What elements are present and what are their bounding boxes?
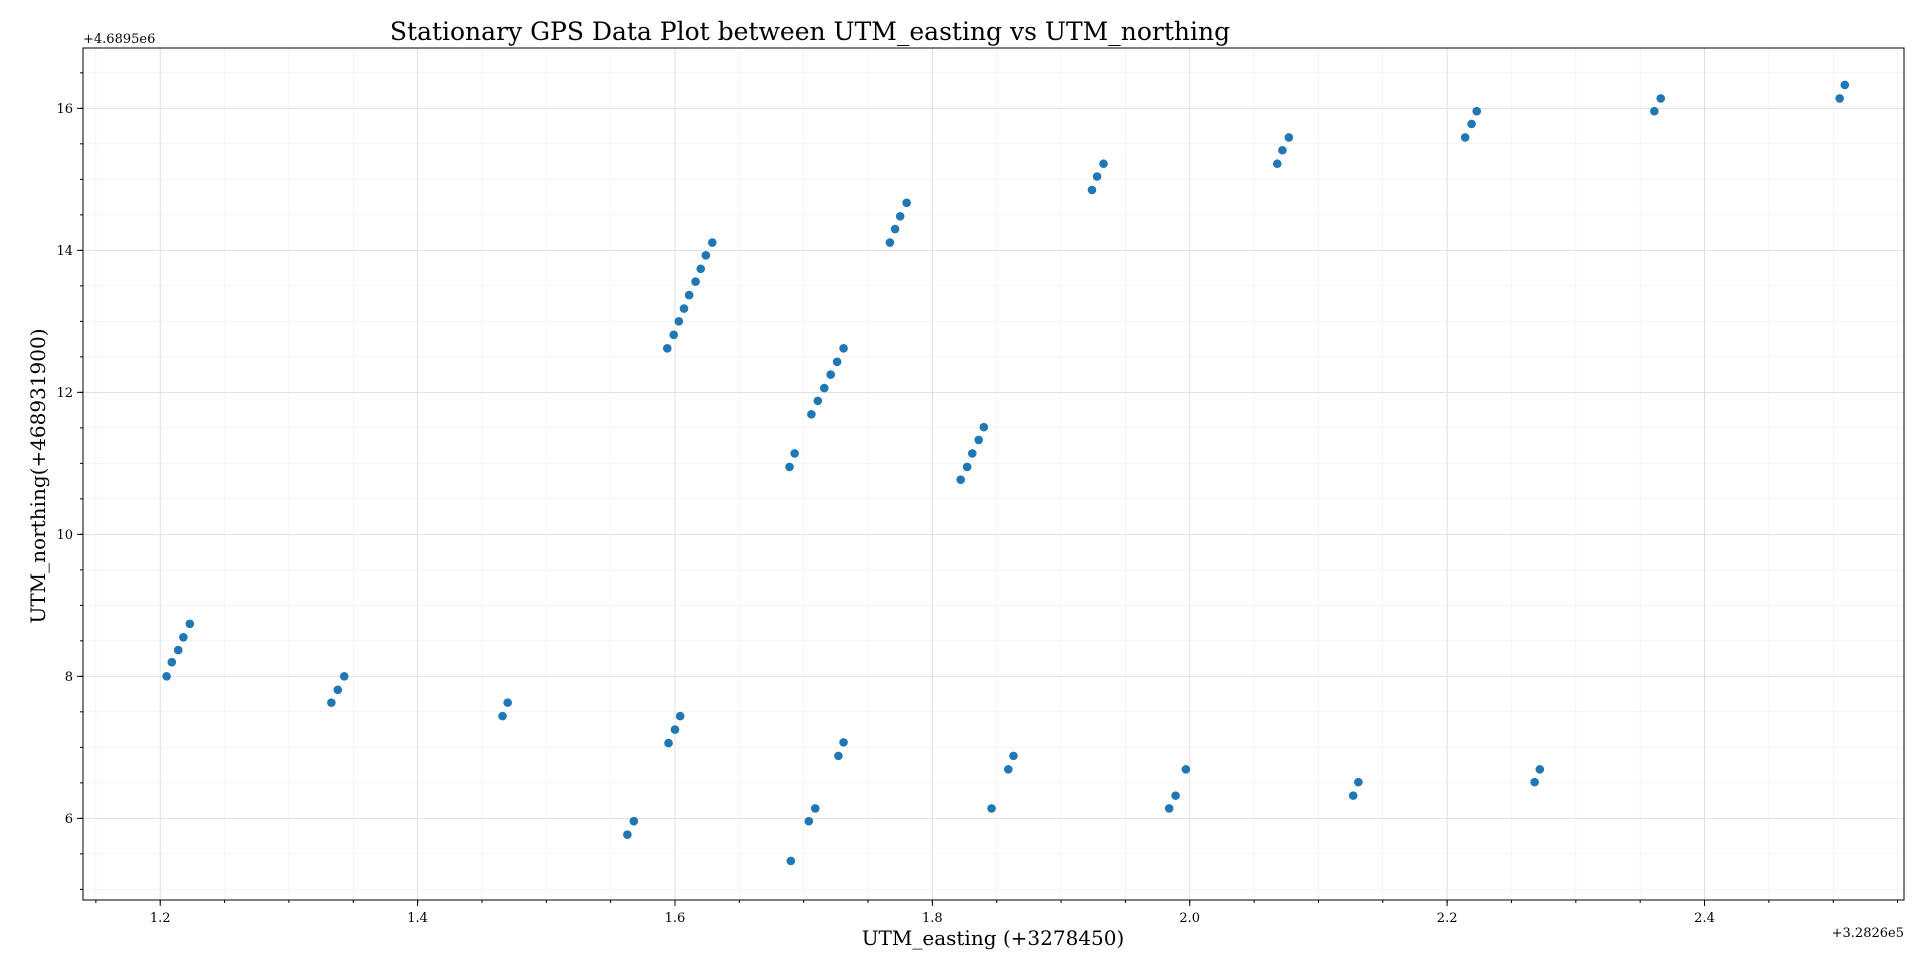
- x-tick-label: 2.0: [1179, 911, 1200, 926]
- y-tick-label: 8: [65, 670, 73, 685]
- y-offset-label: +4.6895e6: [83, 32, 155, 47]
- data-point: [670, 725, 680, 734]
- y-tick-label: 6: [65, 812, 73, 827]
- data-point: [819, 383, 829, 393]
- chart-title: Stationary GPS Data Plot between UTM_eas…: [390, 17, 1230, 46]
- data-point: [179, 633, 188, 642]
- data-point: [885, 238, 895, 247]
- data-point: [167, 657, 177, 667]
- data-point: [1272, 159, 1282, 169]
- data-point: [1354, 777, 1363, 787]
- x-tick-label: 1.6: [665, 911, 686, 926]
- data-point: [1472, 106, 1482, 116]
- data-point: [679, 304, 689, 313]
- data-point: [813, 396, 823, 406]
- data-point: [807, 410, 816, 419]
- data-point: [339, 672, 349, 681]
- data-point: [834, 751, 843, 761]
- data-point: [498, 711, 507, 721]
- grid: [83, 48, 1904, 900]
- data-point: [1535, 765, 1545, 774]
- y-tick-label: 14: [56, 244, 73, 259]
- x-axis-label: UTM_easting (+3278450): [862, 926, 1125, 950]
- data-point: [669, 330, 678, 340]
- data-point: [1835, 94, 1844, 103]
- data-point: [173, 645, 183, 655]
- x-offset-label: +3.2826e5: [1832, 926, 1904, 941]
- data-point: [1656, 94, 1666, 103]
- data-point: [839, 738, 848, 747]
- data-point: [1092, 172, 1102, 181]
- data-point: [1003, 765, 1013, 774]
- x-tick-label: 1.2: [150, 911, 171, 926]
- data-point: [1171, 791, 1180, 800]
- y-tick-label: 16: [56, 102, 73, 117]
- data-point: [1840, 80, 1850, 90]
- data-point: [839, 344, 848, 353]
- data-points: [162, 80, 1850, 866]
- data-point: [1164, 804, 1174, 813]
- data-point: [890, 224, 900, 234]
- data-point: [979, 422, 989, 432]
- data-point: [810, 804, 820, 813]
- plot-frame: [82, 47, 1905, 901]
- data-point: [629, 816, 639, 826]
- data-point: [786, 856, 796, 866]
- data-point: [804, 816, 814, 826]
- data-point: [1650, 106, 1659, 116]
- data-point: [1181, 765, 1191, 774]
- data-point: [1087, 185, 1097, 195]
- data-point: [974, 435, 984, 445]
- data-point: [895, 211, 905, 221]
- data-point: [956, 475, 965, 484]
- data-point: [701, 251, 711, 260]
- data-point: [691, 277, 700, 286]
- data-point: [696, 264, 706, 274]
- data-point: [967, 449, 977, 458]
- data-point: [1467, 119, 1476, 129]
- y-tick-label: 10: [56, 528, 73, 543]
- data-point: [185, 619, 195, 629]
- data-point: [1099, 159, 1108, 169]
- data-point: [1278, 145, 1287, 155]
- data-point: [503, 698, 512, 707]
- x-tick-label: 2.4: [1694, 911, 1715, 926]
- data-point: [333, 685, 343, 695]
- data-point: [684, 290, 694, 300]
- data-point: [674, 317, 684, 326]
- data-point: [675, 711, 685, 721]
- x-tick-label: 1.4: [407, 911, 428, 926]
- data-point: [826, 370, 836, 379]
- data-point: [1284, 133, 1294, 142]
- y-tick-label: 12: [56, 386, 73, 401]
- x-tick-label: 1.8: [922, 911, 943, 926]
- data-point: [790, 449, 799, 458]
- data-point: [1009, 751, 1018, 761]
- data-point: [1348, 791, 1358, 800]
- x-tick-label: 2.2: [1437, 911, 1458, 926]
- data-point: [962, 462, 972, 472]
- data-point: [327, 698, 336, 707]
- data-point: [162, 672, 171, 681]
- data-point: [987, 804, 996, 813]
- data-point: [785, 462, 794, 472]
- y-axis-label: UTM_northing(+468931900): [26, 328, 50, 623]
- data-point: [664, 738, 673, 748]
- data-point: [832, 357, 842, 367]
- data-point: [662, 344, 672, 353]
- data-point: [1530, 777, 1539, 787]
- axis-ticks: 1.2 1.4 1.6 1.8 2.0 2.2 2.4 6 8 10 12 14 16: [56, 72, 1899, 926]
- data-point: [708, 238, 717, 247]
- data-point: [902, 198, 911, 208]
- data-point: [1460, 133, 1470, 142]
- data-point: [623, 830, 632, 839]
